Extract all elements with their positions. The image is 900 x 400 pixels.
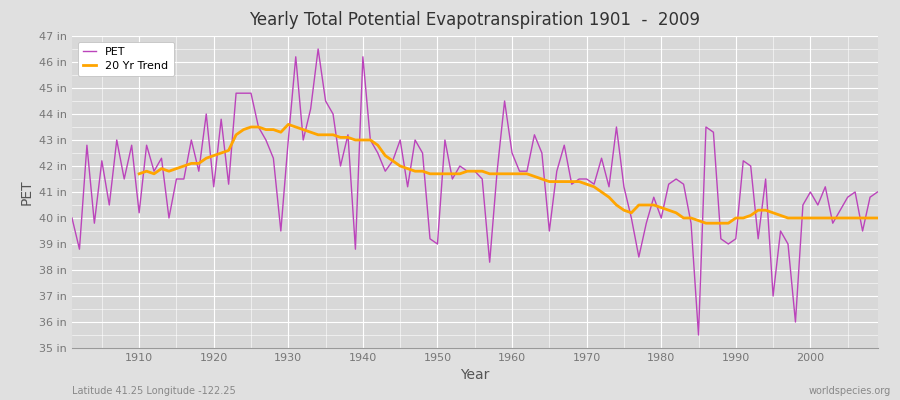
20 Yr Trend	[700, 221, 711, 226]
20 Yr Trend	[275, 130, 286, 135]
PET	[126, 143, 137, 148]
PET	[67, 216, 77, 220]
Text: Latitude 41.25 Longitude -122.25: Latitude 41.25 Longitude -122.25	[72, 386, 236, 396]
PET	[604, 184, 615, 189]
20 Yr Trend	[827, 216, 838, 220]
20 Yr Trend	[134, 171, 145, 176]
Legend: PET, 20 Yr Trend: PET, 20 Yr Trend	[77, 42, 174, 76]
20 Yr Trend	[581, 182, 592, 187]
PET	[312, 46, 323, 51]
Line: 20 Yr Trend: 20 Yr Trend	[140, 124, 878, 223]
Y-axis label: PET: PET	[20, 179, 33, 205]
Text: worldspecies.org: worldspecies.org	[809, 386, 891, 396]
PET	[343, 132, 354, 137]
Line: PET: PET	[72, 49, 878, 335]
Title: Yearly Total Potential Evapotranspiration 1901  -  2009: Yearly Total Potential Evapotranspiratio…	[249, 11, 700, 29]
PET	[507, 150, 517, 155]
20 Yr Trend	[312, 132, 323, 137]
PET	[291, 54, 302, 59]
20 Yr Trend	[850, 216, 860, 220]
PET	[872, 190, 883, 194]
20 Yr Trend	[283, 122, 293, 127]
X-axis label: Year: Year	[460, 368, 490, 382]
20 Yr Trend	[872, 216, 883, 220]
20 Yr Trend	[522, 171, 533, 176]
PET	[514, 169, 525, 174]
PET	[693, 333, 704, 338]
